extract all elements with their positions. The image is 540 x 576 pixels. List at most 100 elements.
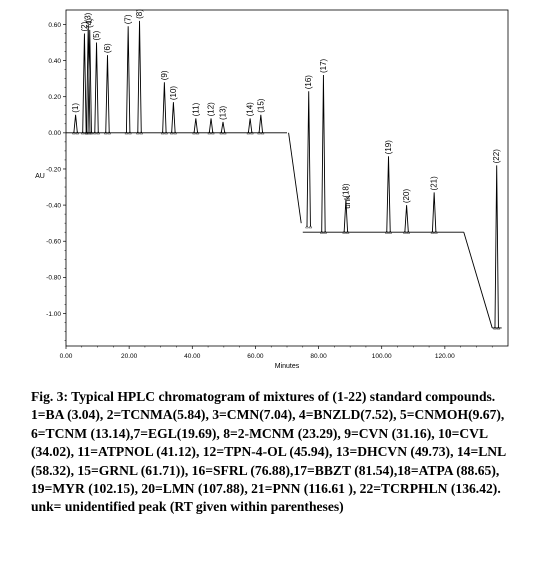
peak-label: (3) [84,12,93,22]
peak [343,199,349,233]
peak-label: (9) [160,70,169,80]
peak-start-marker [80,131,85,135]
unknown-peak-label: unk [343,195,352,209]
x-tick-label: 60.00 [247,353,264,360]
peak-end-marker [128,131,132,135]
peak-start-marker [92,131,97,135]
peak-label: (19) [384,140,393,155]
peak-start-marker [257,131,261,135]
peak-end-marker [345,230,350,234]
peak-label: (1) [71,103,80,113]
peak [193,118,199,133]
x-tick-label: 0.00 [60,353,73,360]
peak-end-marker [388,230,393,234]
x-tick-label: 120.00 [435,353,455,360]
peak-start-marker [384,230,389,234]
caption-note: unk= unidentified peak (RT given within … [31,499,344,515]
peak-start-marker [124,131,129,135]
peak-label: (16) [304,75,313,90]
peak-end-marker [139,131,144,135]
figure-caption: Fig. 3: Typical HPLC chromatogram of mix… [31,388,521,517]
peak-label: (5) [92,30,101,40]
peak [220,121,226,133]
peak-end-marker [89,131,94,135]
peak-label: (6) [103,43,112,53]
peak [321,75,326,233]
peak-start-marker [86,131,90,135]
peak-label: (13) [219,105,228,120]
peak [105,55,110,133]
peak-label: (21) [430,176,439,191]
peak-end-marker [496,326,501,330]
x-tick-label: 100.00 [372,353,392,360]
peak-label: (17) [319,58,328,73]
peak [86,24,91,133]
peak [87,29,92,133]
y-tick-label: -1.00 [46,311,61,318]
peak-end-marker [308,224,313,229]
peak-start-marker [135,131,140,135]
x-axis-title: Minutes [275,363,300,370]
peak [431,192,437,233]
x-tick-label: 40.00 [184,353,201,360]
peak-start-marker [192,131,196,135]
peak-label: (22) [492,149,501,164]
peak-label: (18) [341,183,350,198]
peak-label: (10) [169,86,178,101]
peak [258,114,264,133]
peak-start-marker [219,131,224,135]
peak-label: (2) [80,21,89,31]
peak-start-marker [342,230,346,234]
peak [306,91,311,227]
peak-label: (7) [124,14,133,24]
peak-end-marker [195,131,200,135]
peak-start-marker [493,326,497,330]
y-tick-label: 0.20 [48,94,61,101]
peak [125,26,131,133]
peak-label: (11) [191,102,200,116]
peak-start-marker [207,131,212,135]
plot-frame [65,9,509,347]
peak-end-marker [107,131,112,135]
y-tick-label: -0.40 [46,202,61,209]
y-tick-label: -0.60 [46,239,61,246]
peak-label: (14) [246,102,255,117]
peak-end-marker [260,131,265,135]
peak-end-marker [173,131,177,135]
peak-start-marker [103,131,108,135]
peak [386,156,391,233]
peak [73,114,78,133]
peak-label: (8) [135,9,144,19]
peak-end-marker [96,131,101,135]
peak [208,118,214,133]
x-tick-label: 20.00 [121,353,138,360]
peak [137,20,142,133]
y-tick-label: -0.80 [46,275,61,282]
peak-start-marker [169,131,174,135]
peak-end-marker [434,230,438,234]
peak-start-marker [72,131,76,135]
peak-label: (12) [207,102,216,117]
peak-end-marker [210,131,215,135]
peak [494,165,499,328]
caption-title: Fig. 3: Typical HPLC chromatogram of mix… [31,389,496,404]
y-tick-label: 0.00 [48,130,61,137]
peak-label: (15) [256,98,265,113]
peak-start-marker [305,224,309,229]
peak-end-marker [164,131,168,135]
chromatogram-chart: 0.60 0.40 0.20 0.00 -0.20 -0.40 -0.60 -0.80 -1.0… [30,4,520,376]
peak [247,118,253,133]
peak-end-marker [75,131,80,135]
peak-start-marker [430,230,435,234]
peak [82,33,87,133]
peak [162,82,167,133]
peak-end-marker [222,131,227,135]
peak-end-marker [323,230,328,234]
chromatogram-svg: 0.60 0.40 0.20 0.00 -0.20 -0.40 -0.60 -0.80 -1.0… [35,9,509,370]
peak-start-marker [403,230,407,234]
y-tick-label: 0.40 [48,58,61,65]
peak-end-marker [406,230,411,234]
peak-label: (20) [402,189,411,204]
peak-start-marker [319,230,324,234]
baseline-segment [463,232,493,329]
